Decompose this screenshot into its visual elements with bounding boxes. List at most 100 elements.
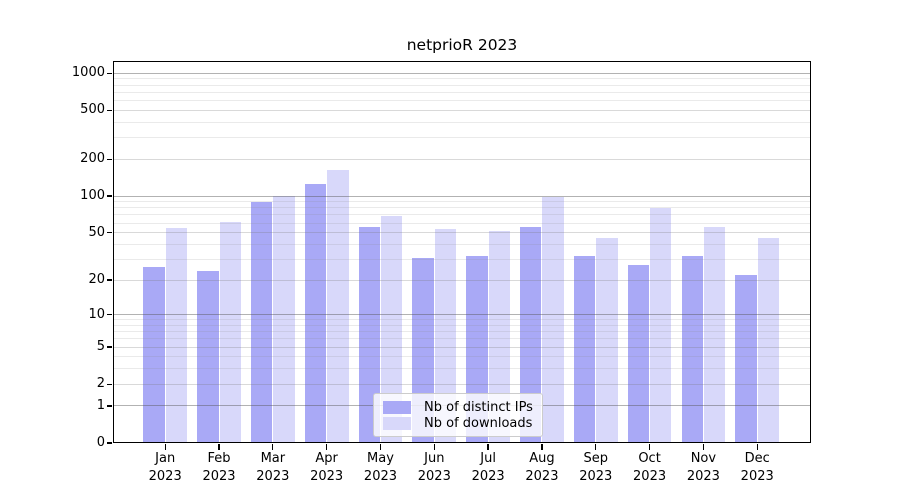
legend-label-downloads: Nb of downloads [424,415,533,431]
bar-downloads [165,227,188,443]
gridline-mid [113,279,811,281]
gridline-minor [113,222,811,224]
plot-area [106,61,811,450]
y-tick-label: 10 [88,306,105,322]
bar-downloads [434,228,457,443]
plot-border [113,61,811,443]
bar-downloads [703,226,726,443]
bar-downloads [488,230,510,443]
bar-distinct-ips [573,255,596,443]
bars-layer [113,61,811,443]
x-tick [379,444,382,450]
bar-distinct-ips [358,226,380,443]
bar-downloads [542,197,564,443]
x-tick [541,444,543,450]
gridline-minor [113,121,811,123]
x-tick-label: Apr 2023 [310,451,344,484]
x-tick-label: Jul 2023 [471,451,505,484]
y-tick [106,195,112,197]
tick-layer [106,61,811,450]
bar-distinct-ips [250,202,273,443]
gridline-minor [113,319,811,321]
y-tick [106,383,112,385]
bar-distinct-ips [735,275,757,443]
y-tick-label: 20 [88,272,105,288]
y-tick [106,109,112,112]
y-tick-label: 100 [80,188,105,204]
bar-downloads [650,207,672,443]
bar-downloads [219,222,241,443]
x-tick-label: Feb 2023 [202,451,236,484]
x-tick-label: Oct 2023 [633,451,667,484]
gridline-minor [113,201,811,203]
gridline-minor [113,338,811,340]
y-tick-label: 1 [96,397,105,413]
legend-row-distinct-ips: Nb of distinct IPs [383,399,534,415]
gridline-minor [113,356,811,358]
x-tick [487,444,489,450]
legend-swatch-distinct-ips [383,400,411,414]
gridline-minor [113,100,811,102]
x-tick [648,444,651,450]
chart-title: netprioR 2023 [406,36,518,54]
y-tick [106,231,112,234]
gridline-mid [113,383,811,385]
gridline-minor [113,84,811,86]
bar-distinct-ips [681,255,703,443]
y-tick-label: 2 [96,376,105,392]
x-tick-label: Sep 2023 [579,451,613,484]
y-tick [106,158,112,160]
gridline-minor [113,207,811,209]
x-tick [164,444,166,450]
bar-distinct-ips [304,184,327,443]
bar-downloads [273,196,295,443]
gridline-mid [113,346,811,348]
gridline-mid [113,109,811,111]
bar-downloads [327,170,349,443]
y-tick-label: 200 [80,151,105,167]
x-tick-label: Jan 2023 [148,451,182,484]
gridline-minor [113,324,811,326]
x-tick [595,444,597,450]
x-tick-label: Dec 2023 [740,451,774,484]
gridline-minor [113,91,811,93]
y-tick-label: 50 [88,224,105,240]
y-tick-label: 1000 [71,65,105,81]
gridline-major [113,195,811,197]
gridline-major [113,314,811,316]
x-tick-label: Aug 2023 [525,451,559,484]
legend-label-distinct-ips: Nb of distinct IPs [424,399,533,415]
y-tick-label: 500 [80,102,105,118]
x-tick-label: May 2023 [363,451,398,484]
gridline-minor [113,243,811,245]
x-tick-label: Mar 2023 [256,451,290,484]
gridline-major [113,72,811,74]
y-tick-label: 0 [96,435,105,450]
x-tick-label: Jun 2023 [417,451,451,484]
bar-distinct-ips [520,226,542,443]
gridline-minor [113,137,811,139]
x-tick-label: Nov 2023 [686,451,720,484]
bar-distinct-ips [197,270,219,443]
bar-distinct-ips [627,264,650,443]
x-tick [702,444,705,450]
x-tick [433,444,435,450]
legend-row-downloads: Nb of downloads [383,415,534,431]
legend: Nb of distinct IPs Nb of downloads [373,393,543,437]
y-tick [106,279,112,281]
y-tick [106,72,112,74]
bar-distinct-ips [143,266,165,443]
x-tick [756,444,758,450]
bar-downloads [380,216,403,443]
y-tick [106,314,112,316]
gridline-mid [113,158,811,160]
gridline-minor [113,214,811,216]
bar-downloads [757,238,780,443]
gridline-mid [113,232,811,234]
x-tick [218,444,220,450]
grid-layer [113,61,811,443]
y-tick [106,405,112,407]
bar-downloads [596,238,618,443]
x-tick [326,444,328,450]
